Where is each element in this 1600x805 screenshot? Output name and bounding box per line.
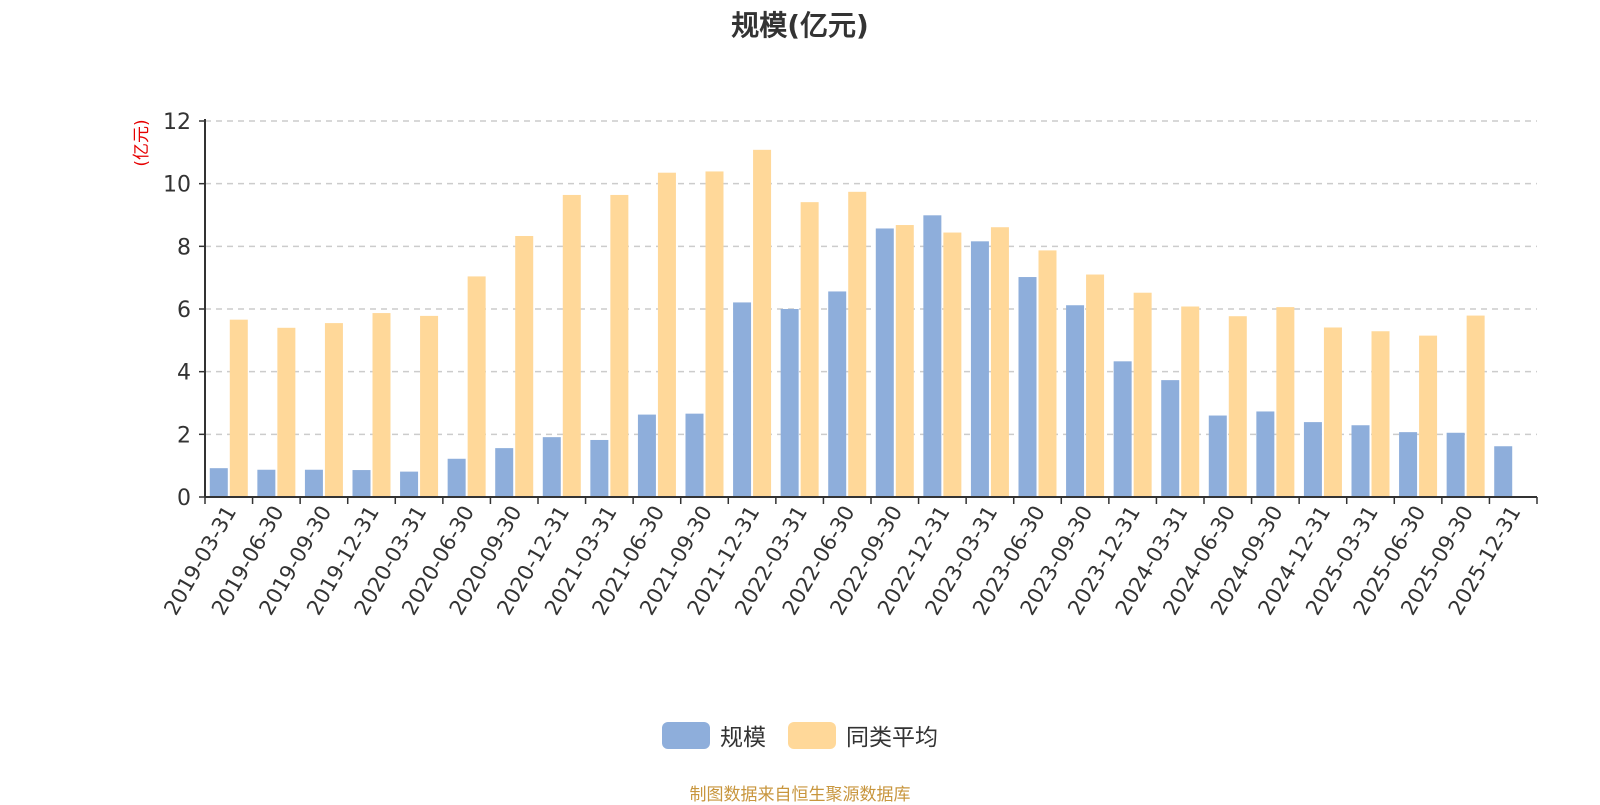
bar-peer-average [1038,250,1057,497]
bar-scale [447,458,466,497]
bar-scale [733,302,752,497]
source-note: 制图数据来自恒生聚源数据库 [689,785,911,805]
bar-peer-average [1371,331,1390,497]
bar-peer-average [1086,274,1105,497]
bar-peer-average [848,191,867,497]
bar-scale [542,437,561,497]
bar-scale [1351,425,1370,497]
bar-scale [400,471,419,497]
bar-scale [1113,361,1132,497]
bar-peer-average [1276,307,1295,497]
bar-scale [685,413,704,497]
y-tick-label: 6 [177,298,191,323]
legend-item[interactable]: 同类平均 [788,718,938,752]
bar-peer-average [800,202,819,498]
bar-scale [828,291,847,497]
bar-scale [1399,432,1418,497]
bar-scale [352,470,371,497]
bar-scale [257,469,276,497]
bar-scale [875,228,894,497]
bar-peer-average [990,227,1009,497]
y-tick-label: 12 [163,110,191,135]
bar-scale [1161,380,1180,497]
y-tick-label: 0 [177,486,191,511]
bar-scale [1018,277,1037,497]
bar-peer-average [1323,327,1342,497]
bars [209,149,1513,498]
bar-peer-average [229,319,248,497]
bar-peer-average [1419,335,1438,497]
bar-scale [1066,305,1085,497]
legend-item[interactable]: 规模 [662,718,766,752]
bar-peer-average [657,172,676,497]
bar-peer-average [420,315,439,497]
bar-peer-average [324,323,343,497]
y-tick-label: 2 [177,423,191,448]
legend-swatch [662,721,710,749]
legend: 规模 同类平均 [0,718,1600,752]
bar-peer-average [895,225,914,497]
bar-peer-average [705,171,724,498]
bar-peer-average [1228,316,1247,497]
bar-peer-average [1466,315,1485,497]
legend-label: 规模 [720,725,766,751]
bar-peer-average [372,313,391,497]
bar-peer-average [562,194,581,498]
bar-scale [1303,422,1322,497]
bar-peer-average [943,232,962,497]
bar-peer-average [515,235,534,497]
bar-scale [637,414,656,497]
bar-peer-average [1133,292,1152,497]
bar-scale [590,439,609,497]
bar-scale [1256,411,1275,497]
bar-peer-average [277,327,296,497]
bar-peer-average [467,276,486,497]
bar-scale [1494,446,1513,497]
bar-peer-average [753,149,772,497]
bar-scale [923,215,942,497]
bar-peer-average [1181,306,1200,497]
bar-scale [970,241,989,497]
chart-title: 规模(亿元) [731,9,869,42]
bar-scale [495,448,514,497]
bar-scale [1446,432,1465,497]
y-tick-label: 4 [177,361,191,386]
legend-label: 同类平均 [846,725,938,751]
y-tick-label: 8 [177,235,191,260]
bar-scale [209,468,228,497]
legend-swatch [788,721,836,749]
y-axis-label: (亿元) [132,119,152,166]
bar-scale [1208,415,1227,497]
bar-peer-average [610,194,629,498]
bar-scale [304,469,323,497]
y-tick-label: 10 [163,173,191,198]
bar-scale [780,309,799,497]
